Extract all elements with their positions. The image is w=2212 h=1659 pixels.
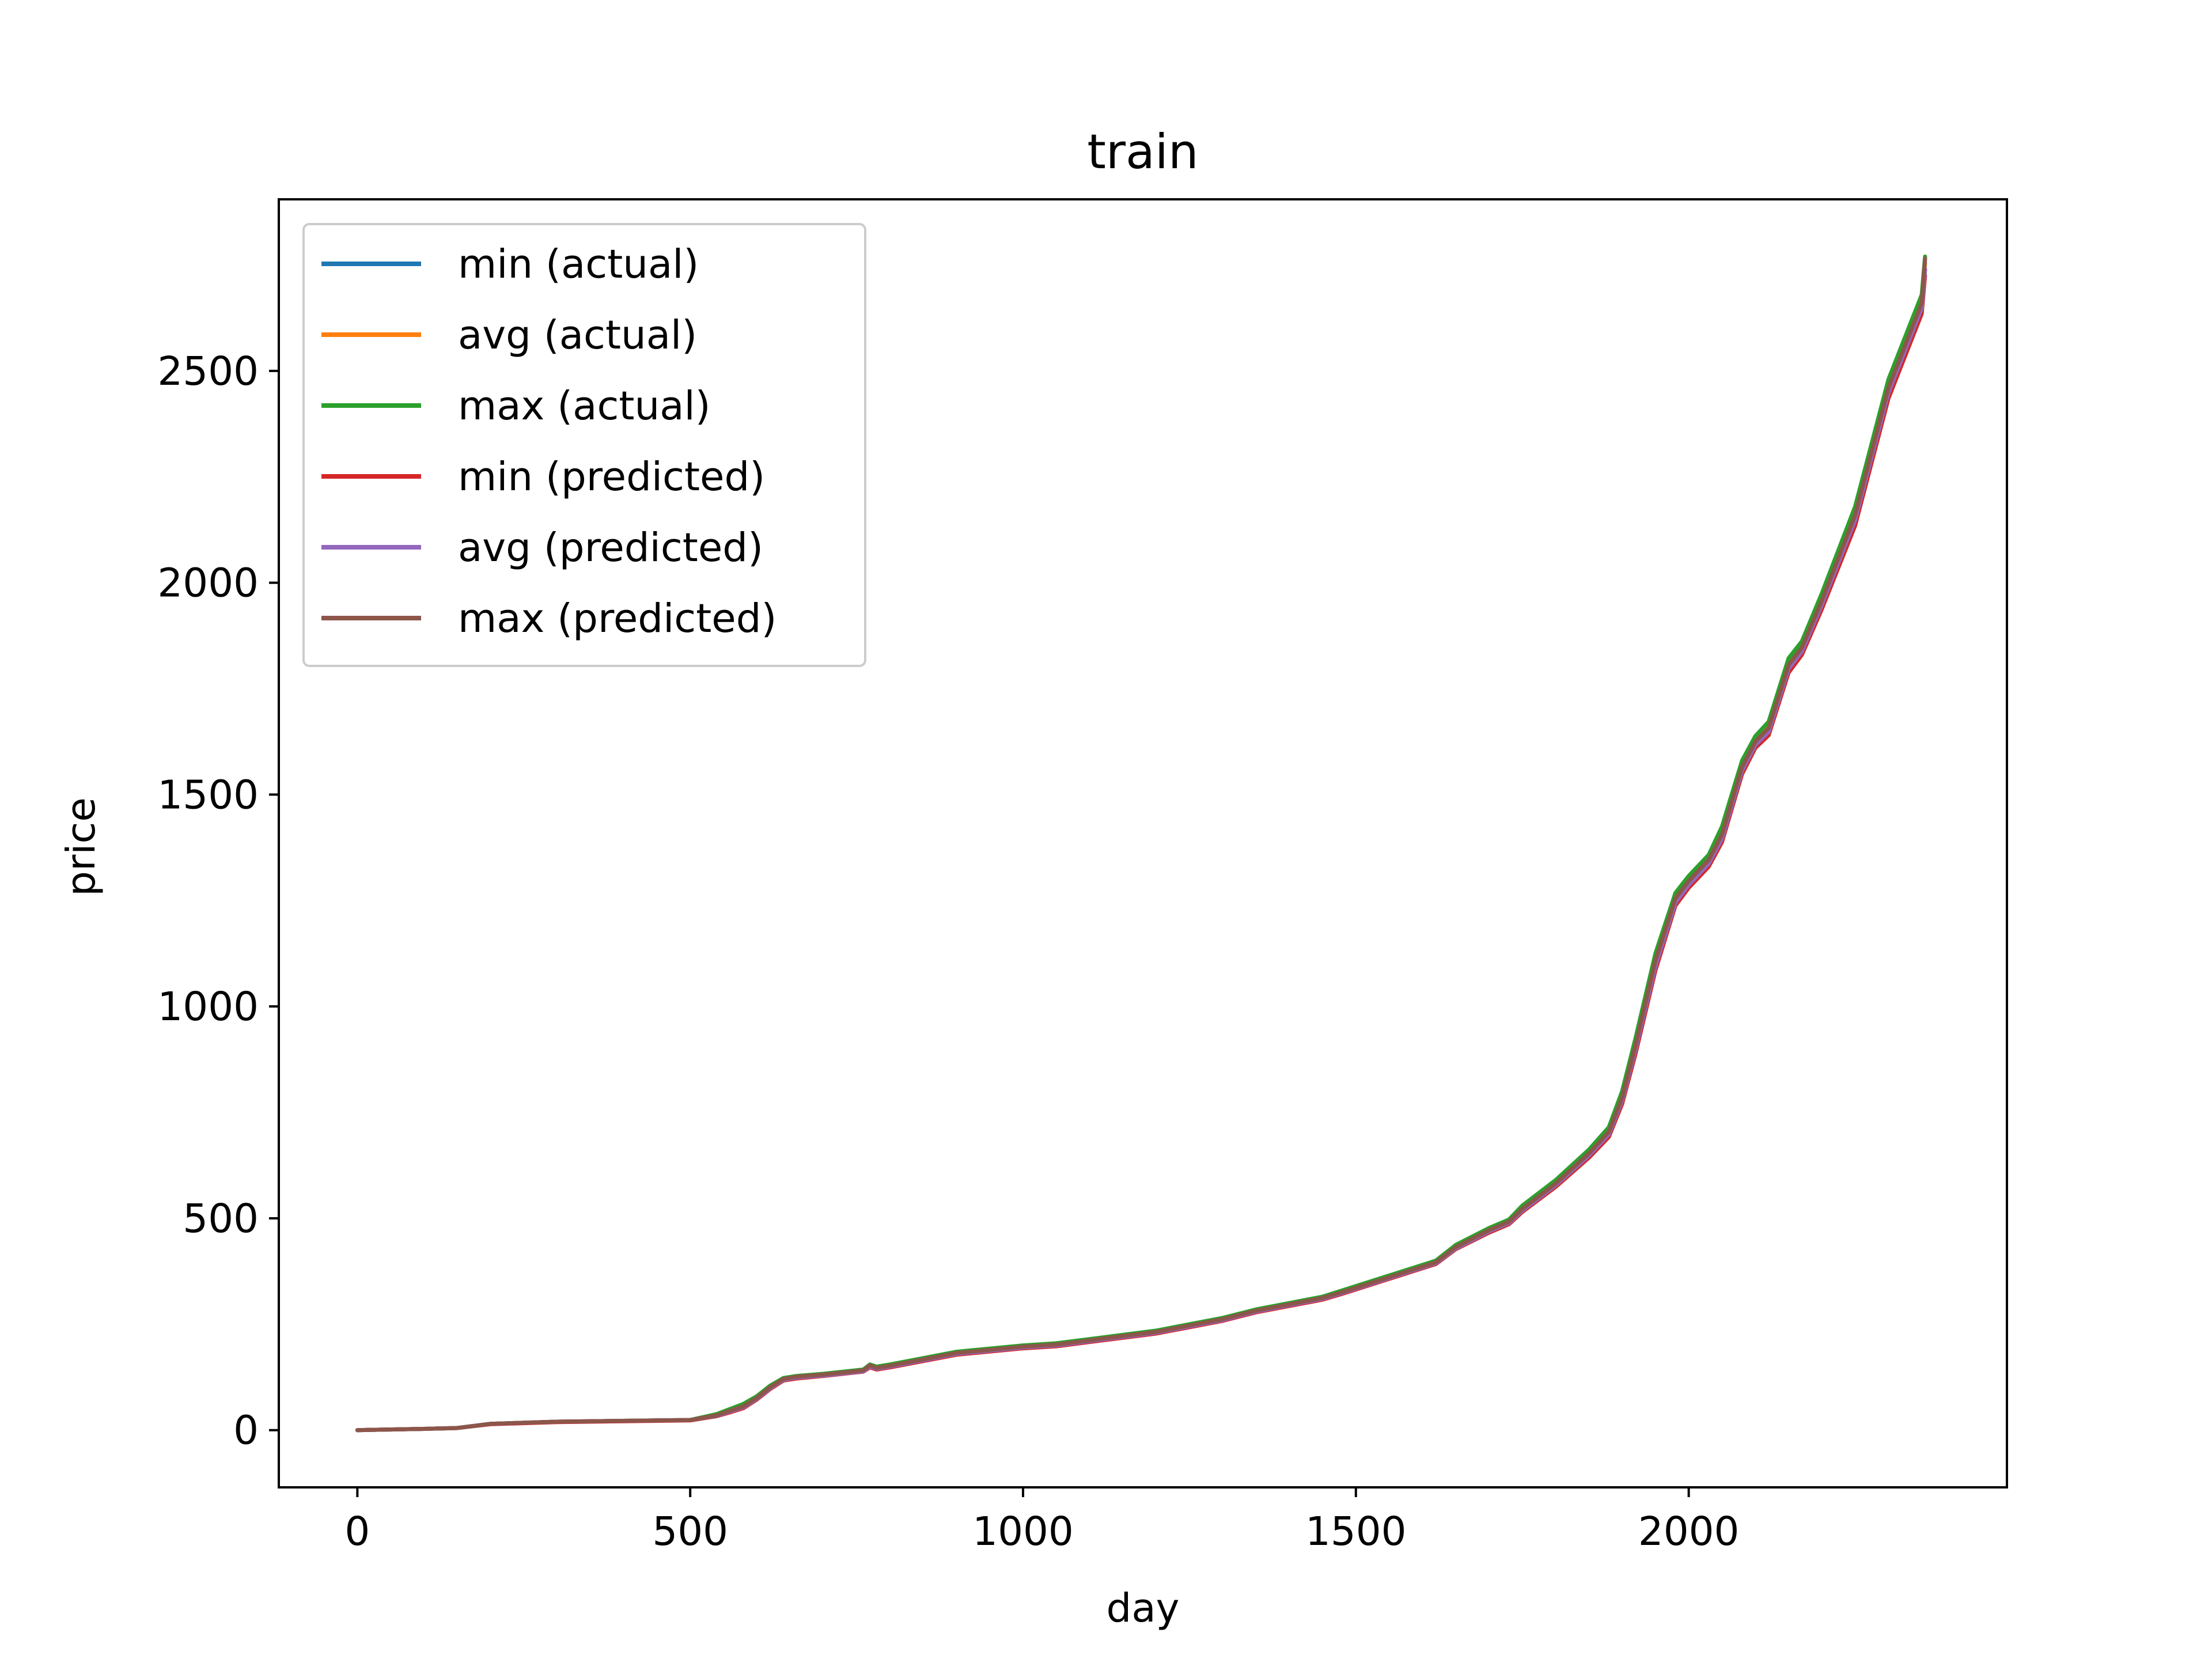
x-axis-label: day xyxy=(1107,1585,1180,1631)
x-axis: 0 500 1000 1500 2000 xyxy=(344,1487,1739,1555)
legend-label-1: avg (actual) xyxy=(458,312,697,358)
legend-label-3: min (predicted) xyxy=(458,454,765,500)
legend-label-4: avg (predicted) xyxy=(458,525,763,571)
x-tick-label: 500 xyxy=(652,1509,728,1555)
y-tick-label: 500 xyxy=(183,1196,259,1242)
legend-label-2: max (actual) xyxy=(458,383,711,429)
y-tick-label: 1000 xyxy=(157,984,259,1030)
axes-frame xyxy=(278,198,2008,1488)
legend-label-5: max (predicted) xyxy=(458,596,777,642)
y-tick-label: 0 xyxy=(233,1408,259,1454)
x-tick-label: 1000 xyxy=(972,1509,1074,1555)
y-axis: 0 500 1000 1500 2000 2500 xyxy=(157,349,279,1454)
series-line-5 xyxy=(355,256,1927,1433)
x-tick-label: 1500 xyxy=(1305,1509,1407,1555)
legend: min (actual) avg (actual) max (actual) min … xyxy=(302,223,866,667)
y-tick-label: 1500 xyxy=(157,772,259,818)
plot-area xyxy=(355,254,1927,1433)
x-tick-label: 0 xyxy=(344,1509,370,1555)
x-tick-label: 2000 xyxy=(1638,1509,1740,1555)
legend-box xyxy=(302,223,866,667)
y-tick-label: 2500 xyxy=(157,349,259,395)
chart-title: train xyxy=(1087,124,1198,180)
y-axis-label: price xyxy=(58,797,104,896)
y-tick-label: 2000 xyxy=(157,560,259,607)
legend-label-0: min (actual) xyxy=(458,241,699,287)
